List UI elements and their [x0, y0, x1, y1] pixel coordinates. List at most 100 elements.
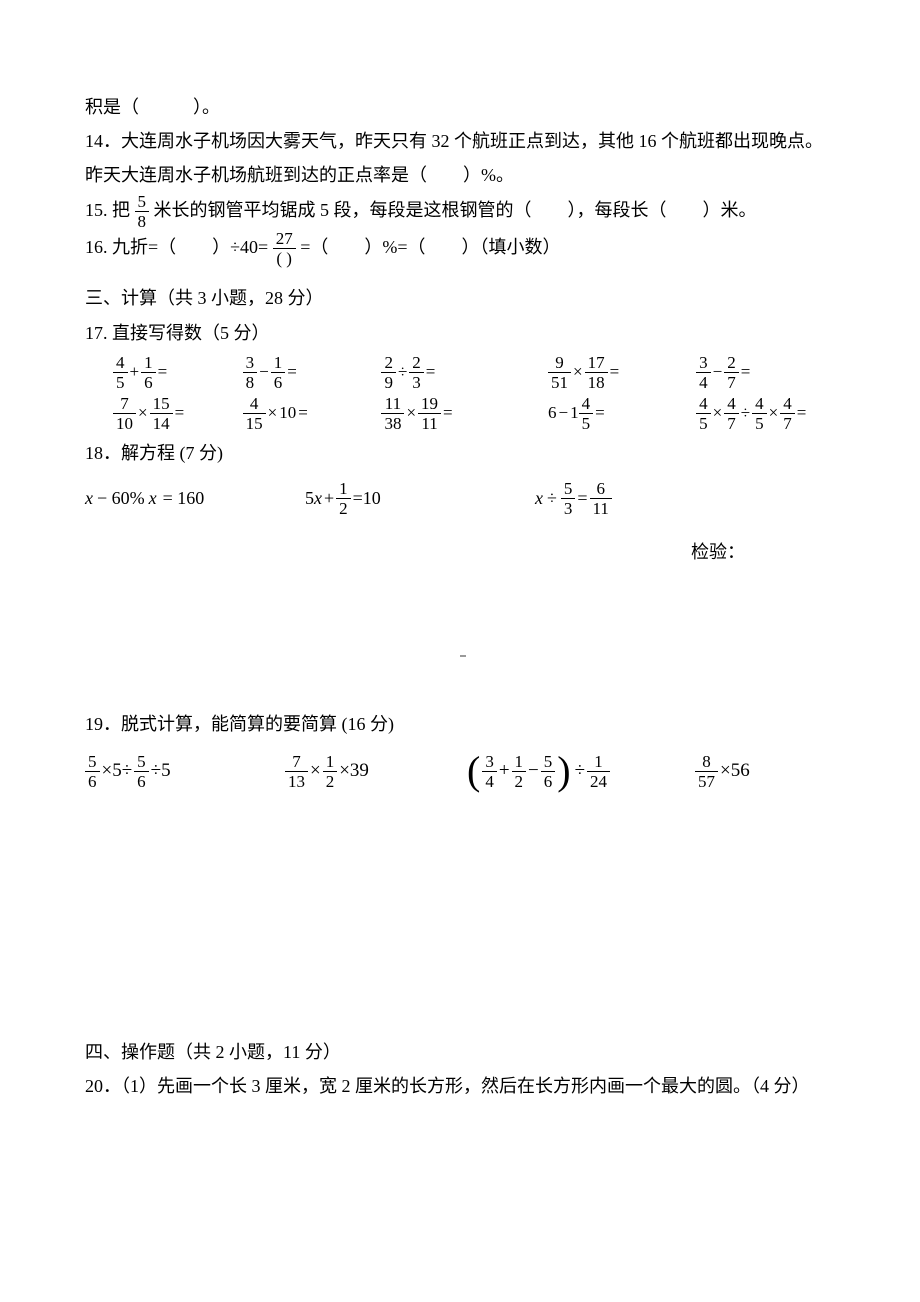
op: +: [322, 481, 336, 515]
q13-tail: 积是（ ）。: [85, 90, 835, 124]
op: ×: [767, 397, 781, 429]
frac-den: 8: [243, 373, 258, 391]
frac-den: 2: [336, 499, 351, 517]
frac-den: 6: [271, 373, 286, 391]
left-paren-icon: (: [465, 751, 482, 791]
frac-num: 4: [113, 354, 128, 373]
op: +: [128, 356, 142, 388]
var-x: x: [535, 481, 543, 515]
op: +: [497, 753, 512, 789]
frac-num: 4: [724, 395, 739, 414]
q17-r1-c: 29 ÷ 23 =: [381, 354, 548, 391]
q18-title: 18．解方程 (7 分): [85, 436, 835, 470]
frac-den: 38: [381, 414, 404, 432]
eq: =: [795, 397, 809, 429]
frac-den: 5: [752, 414, 767, 432]
frac-num: 5: [85, 753, 100, 772]
var-x: x: [149, 481, 157, 515]
q17-row2: 710 × 1514 = 415 × 10 = 1138 × 1911 = 6 …: [85, 395, 835, 432]
q18-c: x ÷ 53 = 611: [535, 480, 715, 517]
frac-num: 2: [724, 354, 739, 373]
frac-den: 6: [134, 772, 149, 790]
q17-r1-d: 951 × 1718 =: [548, 354, 696, 391]
frac-den: 3: [409, 373, 424, 391]
frac-den: 11: [418, 414, 441, 432]
op: =: [575, 481, 589, 515]
q17-r2-d: 6 − 1 45 =: [548, 395, 696, 432]
frac-den: 14: [150, 414, 173, 432]
frac-den: 57: [695, 772, 718, 790]
frac-num: 5: [134, 753, 149, 772]
frac-num: 15: [150, 395, 173, 414]
right-paren-icon: ): [555, 751, 572, 791]
frac-num: 8: [695, 753, 718, 772]
op: −: [257, 356, 271, 388]
frac-den: 11: [590, 499, 612, 517]
eq: =: [441, 397, 455, 429]
q17-r2-b: 415 × 10 =: [243, 395, 382, 432]
q19-row: 56 ×5÷ 56 ÷5 713 × 12 ×39 ( 34 + 12 − 56…: [85, 751, 835, 791]
q18-equations: x − 60% x = 160 5 x + 12 =10 x ÷ 53 = 61…: [85, 480, 835, 517]
eq: =: [296, 397, 310, 429]
center-mark-icon: [460, 655, 466, 657]
op: −: [557, 397, 571, 429]
frac-den: 24: [587, 772, 610, 790]
q16-pre: 16. 九折=（ ）÷40=: [85, 237, 268, 257]
frac-num: 4: [579, 395, 594, 414]
page: 积是（ ）。 14．大连周水子机场因大雾天气，昨天只有 32 个航班正点到达，其…: [0, 0, 920, 1302]
op: ×56: [718, 753, 752, 789]
q18-a: x − 60% x = 160: [85, 481, 305, 515]
frac-den: 15: [243, 414, 266, 432]
q15-den: 8: [135, 212, 150, 230]
spacer: [85, 791, 835, 1021]
frac-num: 5: [561, 480, 576, 499]
frac-den: 6: [85, 772, 100, 790]
q19-b: 713 × 12 ×39: [285, 753, 465, 790]
frac-num: 3: [243, 354, 258, 373]
q15-post: 米长的钢管平均锯成 5 段，每段是这根钢管的（ ），每段长（ ）米。: [154, 200, 757, 220]
frac-den: 4: [696, 373, 711, 391]
eq: =: [156, 356, 170, 388]
op: ×5÷: [100, 753, 135, 789]
op: ×: [711, 397, 725, 429]
text: =10: [351, 481, 383, 515]
frac-den: 7: [724, 373, 739, 391]
frac-den: 10: [113, 414, 136, 432]
frac-num: 1: [512, 753, 527, 772]
q19-a: 56 ×5÷ 56 ÷5: [85, 753, 285, 790]
frac-num: 1: [587, 753, 610, 772]
eq: =: [593, 397, 607, 429]
op: ÷: [739, 397, 752, 429]
frac-num: 9: [548, 354, 571, 373]
frac-den: 3: [561, 499, 576, 517]
q15: 15. 把 5 8 米长的钢管平均锯成 5 段，每段是这根钢管的（ ），每段长（…: [85, 193, 835, 230]
eq: =: [424, 356, 438, 388]
op: ×: [136, 397, 150, 429]
q17-r1-b: 38 − 16 =: [243, 354, 382, 391]
frac-num: 2: [381, 354, 396, 373]
q19-d: 857 ×56: [695, 753, 815, 790]
frac-num: 19: [418, 395, 441, 414]
op: ÷: [543, 481, 561, 515]
frac-den: 18: [585, 373, 608, 391]
eq: =: [739, 356, 753, 388]
check-label: 检验：: [85, 535, 835, 569]
q17-r2-a: 710 × 1514 =: [113, 395, 243, 432]
frac-num: 7: [285, 753, 308, 772]
q19-c: ( 34 + 12 − 56 ) ÷ 124: [465, 751, 695, 791]
eq: =: [285, 356, 299, 388]
op: ÷: [396, 356, 409, 388]
spacer: [85, 587, 835, 707]
frac-den: 51: [548, 373, 571, 391]
frac-den: 4: [482, 772, 497, 790]
q19-title: 19．脱式计算，能简算的要简算 (16 分): [85, 707, 835, 741]
int: 10: [279, 397, 296, 429]
frac-num: 4: [752, 395, 767, 414]
op: ×: [308, 753, 323, 789]
frac-num: 6: [590, 480, 612, 499]
eq: =: [173, 397, 187, 429]
frac-den: 6: [541, 772, 556, 790]
frac-den: 9: [381, 373, 396, 391]
frac-num: 3: [696, 354, 711, 373]
paren-group: ( 34 + 12 − 56 ): [465, 751, 573, 791]
